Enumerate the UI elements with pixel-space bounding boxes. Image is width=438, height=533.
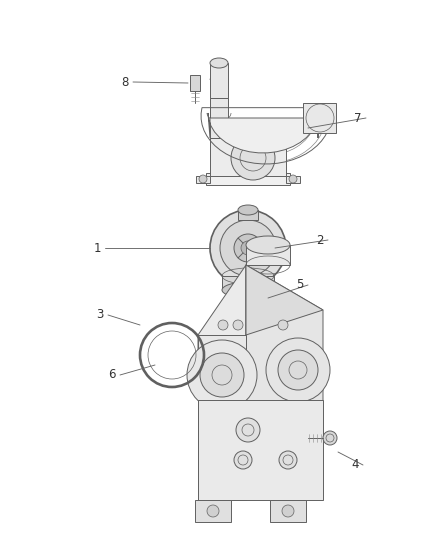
Circle shape (234, 234, 262, 262)
Circle shape (200, 353, 244, 397)
Circle shape (241, 241, 255, 255)
Ellipse shape (238, 205, 258, 215)
Text: 3: 3 (96, 309, 104, 321)
Text: 4: 4 (351, 458, 359, 472)
Circle shape (187, 340, 257, 410)
Polygon shape (198, 265, 246, 400)
Circle shape (278, 320, 288, 330)
Polygon shape (210, 98, 228, 138)
Polygon shape (206, 173, 290, 185)
Circle shape (282, 505, 294, 517)
Text: 1: 1 (93, 241, 101, 254)
Ellipse shape (246, 236, 290, 254)
Polygon shape (198, 400, 323, 500)
Circle shape (279, 451, 297, 469)
Text: 8: 8 (121, 76, 129, 88)
Polygon shape (210, 63, 228, 98)
Circle shape (220, 220, 276, 276)
Polygon shape (210, 138, 286, 176)
Polygon shape (246, 265, 323, 440)
Polygon shape (286, 176, 300, 183)
Polygon shape (238, 210, 258, 220)
Text: 5: 5 (297, 279, 304, 292)
Polygon shape (222, 276, 274, 290)
Polygon shape (303, 103, 336, 133)
Circle shape (207, 505, 219, 517)
Polygon shape (190, 75, 200, 91)
Polygon shape (198, 335, 246, 500)
Polygon shape (208, 113, 318, 153)
Circle shape (218, 320, 228, 330)
Circle shape (199, 175, 207, 183)
Circle shape (323, 431, 337, 445)
Ellipse shape (210, 58, 228, 68)
Ellipse shape (222, 282, 274, 298)
Circle shape (231, 136, 275, 180)
Polygon shape (195, 500, 231, 522)
Polygon shape (246, 245, 290, 265)
Circle shape (278, 350, 318, 390)
Circle shape (289, 175, 297, 183)
Circle shape (210, 210, 286, 286)
Polygon shape (246, 265, 323, 335)
Circle shape (236, 418, 260, 442)
Circle shape (233, 320, 243, 330)
Text: 6: 6 (108, 368, 116, 382)
Circle shape (234, 451, 252, 469)
Text: 2: 2 (316, 233, 324, 246)
Circle shape (266, 338, 330, 402)
Polygon shape (196, 176, 210, 183)
Polygon shape (270, 500, 306, 522)
Text: 7: 7 (354, 111, 362, 125)
